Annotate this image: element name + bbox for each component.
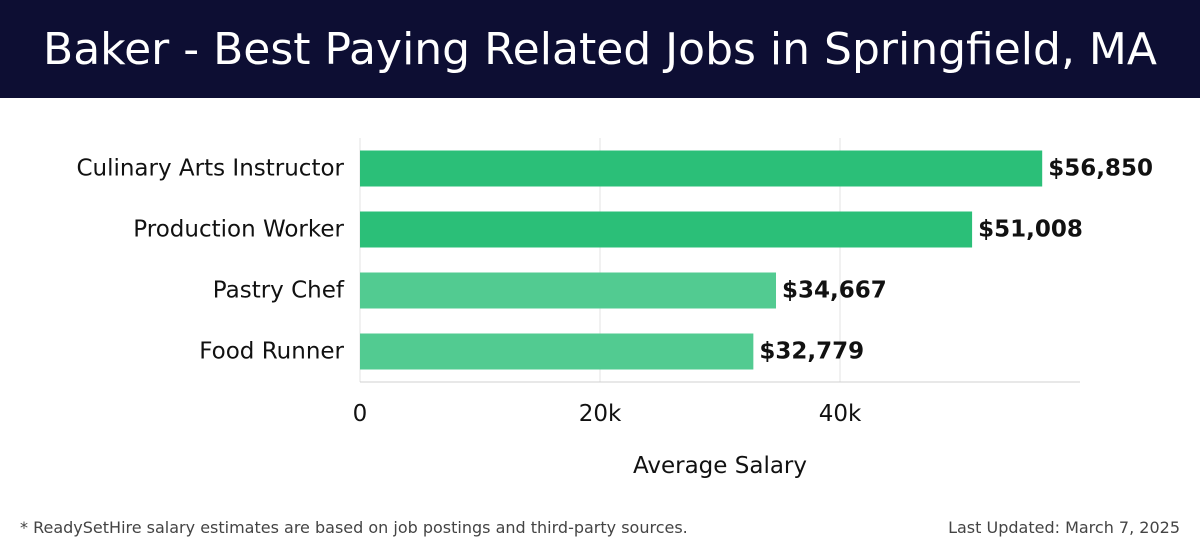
footer-note: * ReadySetHire salary estimates are base… [20, 518, 688, 537]
last-updated: Last Updated: March 7, 2025 [948, 518, 1180, 537]
x-tick-label: 40k [819, 401, 862, 427]
bar [360, 272, 777, 309]
value-label: $34,667 [782, 278, 887, 304]
category-label: Culinary Arts Instructor [76, 156, 344, 182]
category-label: Production Worker [133, 217, 344, 243]
bar [360, 211, 973, 248]
x-axis-title: Average Salary [633, 453, 807, 479]
value-label: $32,779 [759, 339, 864, 365]
page-title: Baker - Best Paying Related Jobs in Spri… [43, 23, 1157, 75]
salary-bar-chart: Culinary Arts Instructor $56,850 Productio… [76, 138, 1153, 479]
value-label: $51,008 [978, 217, 1083, 243]
x-tick-label: 20k [579, 401, 622, 427]
category-label: Pastry Chef [213, 278, 345, 304]
header-banner: Baker - Best Paying Related Jobs in Spri… [0, 0, 1200, 98]
bar [360, 150, 1043, 187]
category-label: Food Runner [199, 339, 344, 365]
bar [360, 333, 754, 370]
x-tick-label: 0 [353, 401, 368, 427]
value-label: $56,850 [1048, 156, 1153, 182]
